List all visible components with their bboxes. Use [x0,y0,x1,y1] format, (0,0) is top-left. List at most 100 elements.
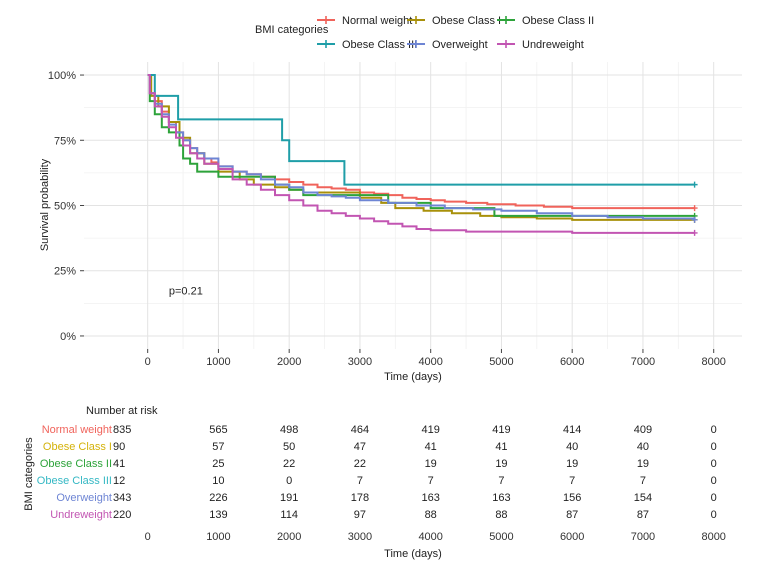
risk-cell: 139 [209,509,227,521]
risk-x-tick-label: 0 [145,531,151,543]
y-tick-label: 75% [54,135,76,147]
risk-cell: 22 [283,458,295,470]
x-tick-label: 0 [145,356,151,368]
risk-cell: 0 [711,424,717,436]
risk-table-title: Number at risk [86,405,158,417]
risk-row-label: Obese Class III [37,475,112,487]
risk-cell: 19 [637,458,649,470]
risk-cell: 47 [354,441,366,453]
p-value-annotation: p=0.21 [169,285,203,297]
risk-cell: 7 [640,475,646,487]
censor-mark-normal-weight [691,205,698,212]
legend-label: Normal weight [342,15,412,27]
y-tick-label: 25% [54,266,76,278]
risk-cell: 226 [209,492,227,504]
risk-x-tick-label: 2000 [277,531,301,543]
risk-cell: 41 [495,441,507,453]
y-tick-label: 50% [54,201,76,213]
legend-label: Overweight [432,39,488,51]
risk-cell: 88 [495,509,507,521]
risk-x-tick-label: 8000 [701,531,725,543]
risk-row-label: Undreweight [50,509,112,521]
risk-cell: 87 [637,509,649,521]
risk-x-tick-label: 1000 [206,531,230,543]
risk-cell: 163 [422,492,440,504]
legend-label: Undreweight [522,39,584,51]
y-tick-label: 100% [48,70,76,82]
x-axis-label: Time (days) [384,371,442,383]
risk-row: Normal weight 835 565 498 464 419 419 414 409 0 [42,424,717,436]
legend-label: Obese Class I [432,15,501,27]
risk-row: Undreweight 220 139 114 97 88 88 87 87 0 [50,509,717,521]
risk-cell: 835 [113,424,131,436]
censor-mark-overweight [691,216,698,223]
legend-item-obese-class-iii: Obese Class III [317,39,417,51]
legend-label: Obese Class II [522,15,594,27]
risk-cell: 178 [351,492,369,504]
censor-mark-undreweight [691,229,698,236]
risk-row: Obese Class III 12 10 0 7 7 7 7 7 0 [37,475,717,487]
risk-table: Number at risk BMI categories Normal wei… [23,405,726,560]
legend: BMI categories Normal weight Obese Class … [255,15,594,51]
risk-x-tick-label: 6000 [560,531,584,543]
risk-cell: 419 [492,424,510,436]
risk-cell: 25 [212,458,224,470]
series-line-undreweight [147,74,695,234]
risk-cell: 57 [212,441,224,453]
legend-item-obese-class-ii: Obese Class II [497,15,594,27]
x-tick-label: 7000 [631,356,655,368]
risk-x-tick-label: 5000 [489,531,513,543]
risk-cell: 409 [634,424,652,436]
risk-table-rows: Normal weight 835 565 498 464 419 419 414 409 0Ob… [37,424,717,521]
x-tick-label: 1000 [206,356,230,368]
risk-cell: 343 [113,492,131,504]
risk-cell: 220 [113,509,131,521]
risk-cell: 41 [425,441,437,453]
risk-cell: 22 [354,458,366,470]
risk-cell: 0 [711,475,717,487]
legend-item-obese-class-i: Obese Class I [407,15,501,27]
risk-cell: 0 [711,458,717,470]
risk-cell: 154 [634,492,652,504]
risk-cell: 7 [428,475,434,487]
risk-cell: 19 [566,458,578,470]
x-tick-label: 3000 [348,356,372,368]
risk-x-tick-label: 7000 [631,531,655,543]
risk-cell: 87 [566,509,578,521]
risk-cell: 97 [354,509,366,521]
risk-cell: 40 [637,441,649,453]
risk-row: Overweight 343 226 191 178 163 163 156 154 0 [56,492,716,504]
risk-cell: 0 [711,509,717,521]
legend-title: BMI categories [255,24,329,36]
risk-cell: 191 [280,492,298,504]
risk-table-ylabel: BMI categories [23,437,35,511]
risk-table-xlabel: Time (days) [384,548,442,560]
risk-cell: 41 [113,458,125,470]
plot-panel: 0% 25% 50% 75% 100% 0 1000 2000 3000 4000 5000 600… [39,62,742,383]
risk-row: Obese Class II 41 25 22 22 19 19 19 19 0 [40,458,717,470]
risk-cell: 0 [711,492,717,504]
series-layer [147,74,698,236]
risk-table-x-axis: 0 1000 2000 3000 4000 5000 6000 7000 8000 [145,531,726,543]
y-axis: 0% 25% 50% 75% 100% [48,70,84,343]
risk-cell: 0 [711,441,717,453]
x-tick-label: 5000 [489,356,513,368]
legend-label: Obese Class III [342,39,417,51]
risk-cell: 12 [113,475,125,487]
risk-row-label: Obese Class II [40,458,112,470]
y-tick-label: 0% [60,331,76,343]
risk-cell: 565 [209,424,227,436]
legend-item-overweight: Overweight [407,39,488,51]
risk-x-tick-label: 3000 [348,531,372,543]
x-axis: 0 1000 2000 3000 4000 5000 6000 7000 8000 [145,349,726,368]
censor-mark-obese-class-iii [691,181,698,188]
risk-cell: 419 [422,424,440,436]
risk-row-label: Overweight [56,492,112,504]
risk-cell: 7 [569,475,575,487]
risk-row: Obese Class I 90 57 50 47 41 41 40 40 0 [43,441,717,453]
risk-row-label: Obese Class I [43,441,112,453]
risk-cell: 414 [563,424,581,436]
grid-lines [84,62,742,349]
risk-cell: 19 [425,458,437,470]
